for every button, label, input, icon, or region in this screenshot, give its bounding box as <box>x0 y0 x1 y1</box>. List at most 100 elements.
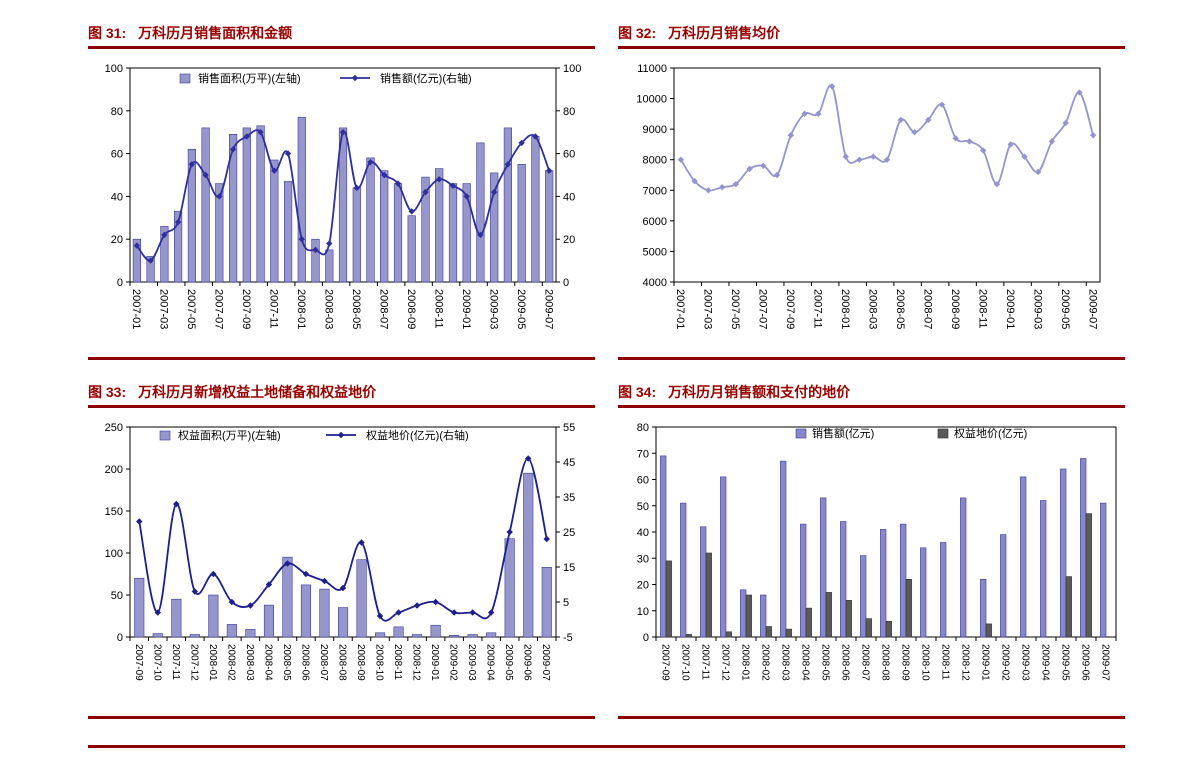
figure-33-bottom-rule <box>88 716 595 719</box>
svg-text:2008-09: 2008-09 <box>405 289 417 329</box>
svg-text:2008-10: 2008-10 <box>374 644 385 681</box>
svg-text:70: 70 <box>637 448 649 460</box>
svg-text:2008-09: 2008-09 <box>355 644 366 681</box>
svg-text:60: 60 <box>111 149 123 161</box>
svg-text:5000: 5000 <box>643 246 667 258</box>
figure-31-heading: 万科历月销售面积和金额 <box>138 25 293 41</box>
svg-text:50: 50 <box>111 590 123 602</box>
svg-text:2008-01: 2008-01 <box>740 644 751 681</box>
svg-text:2008-02: 2008-02 <box>760 644 771 681</box>
figure-32-chart: 4000 5000 6000 7000 8000 9000 10000 11000 2007-0… <box>618 54 1125 354</box>
svg-text:2008-12: 2008-12 <box>960 644 971 681</box>
svg-text:4000: 4000 <box>643 277 667 289</box>
svg-text:2007-10: 2007-10 <box>680 644 691 681</box>
figure-31-panel: 图 31: 万科历月销售面积和金额 0 20 40 60 80 100 0 20 40 60 80 10… <box>88 24 595 360</box>
svg-text:2009-03: 2009-03 <box>1031 289 1043 329</box>
svg-text:2007-03: 2007-03 <box>702 289 714 329</box>
fig33-svg: 0 50 100 150 200 250 -5 5 15 25 35 45 55 2007-09 2007-… <box>105 422 576 681</box>
svg-text:2007-09: 2007-09 <box>660 644 671 681</box>
svg-text:100: 100 <box>563 63 581 75</box>
svg-text:2008-02: 2008-02 <box>225 644 236 681</box>
svg-text:2008-08: 2008-08 <box>880 644 891 681</box>
svg-text:10: 10 <box>637 606 649 618</box>
svg-text:11000: 11000 <box>637 63 667 75</box>
svg-text:2007-01: 2007-01 <box>130 289 142 329</box>
figure-31-label: 图 31: <box>88 25 127 41</box>
figure-34-title: 图 34: 万科历月销售额和支付的地价 <box>618 383 1125 402</box>
svg-text:2009-04: 2009-04 <box>485 644 496 681</box>
svg-text:2009-04: 2009-04 <box>1040 644 1051 681</box>
svg-text:-5: -5 <box>563 632 573 644</box>
svg-text:2009-07: 2009-07 <box>542 289 554 329</box>
svg-text:2009-05: 2009-05 <box>1060 644 1071 681</box>
svg-text:2009-02: 2009-02 <box>1000 644 1011 681</box>
figure-31-title: 图 31: 万科历月销售面积和金额 <box>88 24 595 43</box>
page-footer-rule <box>88 745 1125 748</box>
svg-text:2007-12: 2007-12 <box>188 644 199 681</box>
svg-text:2007-01: 2007-01 <box>674 289 686 329</box>
figure-32-label: 图 32: <box>618 25 657 41</box>
svg-text:20: 20 <box>637 580 649 592</box>
svg-text:2008-03: 2008-03 <box>866 289 878 329</box>
svg-text:0: 0 <box>563 277 569 289</box>
svg-text:2007-03: 2007-03 <box>158 289 170 329</box>
svg-text:2008-11: 2008-11 <box>940 644 951 680</box>
figure-34-panel: 图 34: 万科历月销售额和支付的地价 0 10 20 30 40 50 60 70 80 2007… <box>618 383 1125 719</box>
svg-text:2008-05: 2008-05 <box>894 289 906 329</box>
svg-text:250: 250 <box>105 422 123 434</box>
fig32-svg: 4000 5000 6000 7000 8000 9000 10000 11000 2007-0… <box>636 63 1101 329</box>
svg-text:2009-05: 2009-05 <box>515 289 527 329</box>
svg-text:2008-05: 2008-05 <box>281 644 292 681</box>
svg-text:2009-01: 2009-01 <box>460 289 472 329</box>
svg-text:40: 40 <box>563 191 575 203</box>
figure-34-heading: 万科历月销售额和支付的地价 <box>668 384 851 400</box>
svg-text:2008-05: 2008-05 <box>350 289 362 329</box>
svg-text:2007-09: 2007-09 <box>784 289 796 329</box>
svg-text:2009-01: 2009-01 <box>980 644 991 681</box>
svg-text:2009-01: 2009-01 <box>429 644 440 681</box>
svg-text:2009-07: 2009-07 <box>1100 644 1111 681</box>
svg-text:2009-05: 2009-05 <box>503 644 514 681</box>
svg-text:9000: 9000 <box>643 124 667 136</box>
figure-33-title: 图 33: 万科历月新增权益土地储备和权益地价 <box>88 383 595 402</box>
figure-31-bottom-rule <box>88 357 595 360</box>
svg-text:2007-07: 2007-07 <box>212 289 224 329</box>
svg-text:2009-02: 2009-02 <box>448 644 459 681</box>
svg-text:2009-01: 2009-01 <box>1004 289 1016 329</box>
svg-text:200: 200 <box>105 464 123 476</box>
svg-text:2009-06: 2009-06 <box>1080 644 1091 681</box>
svg-text:2008-07: 2008-07 <box>860 644 871 681</box>
svg-text:2009-06: 2009-06 <box>522 644 533 681</box>
svg-text:销售额(亿元)(右轴): 销售额(亿元)(右轴) <box>380 71 472 85</box>
svg-text:2009-07: 2009-07 <box>1086 289 1098 329</box>
figure-33-label: 图 33: <box>88 384 127 400</box>
figure-32-bottom-rule <box>618 357 1125 360</box>
svg-text:0: 0 <box>117 632 123 644</box>
svg-text:2008-12: 2008-12 <box>411 644 422 681</box>
figure-34-bottom-rule <box>618 716 1125 719</box>
svg-text:35: 35 <box>563 492 575 504</box>
svg-text:50: 50 <box>637 501 649 513</box>
svg-text:2009-05: 2009-05 <box>1059 289 1071 329</box>
svg-text:150: 150 <box>105 506 123 518</box>
figure-33-panel: 图 33: 万科历月新增权益土地储备和权益地价 0 50 100 150 200 250 -5… <box>88 383 595 719</box>
svg-text:8000: 8000 <box>643 155 667 167</box>
fig31-svg: 0 20 40 60 80 100 0 20 40 60 80 100 2007-01 2007-03 20… <box>105 63 582 329</box>
svg-text:10000: 10000 <box>636 94 667 106</box>
figure-31-chart: 0 20 40 60 80 100 0 20 40 60 80 100 2007-01 2007-03 20… <box>88 54 595 354</box>
svg-text:2008-07: 2008-07 <box>318 644 329 681</box>
svg-text:销售额(亿元): 销售额(亿元) <box>812 426 874 440</box>
figure-32-title: 图 32: 万科历月销售均价 <box>618 24 1125 43</box>
svg-text:2008-01: 2008-01 <box>207 644 218 681</box>
svg-text:权益面积(万平)(左轴): 权益面积(万平)(左轴) <box>178 428 281 442</box>
figure-32-title-rule <box>618 46 1125 49</box>
svg-text:60: 60 <box>637 475 649 487</box>
svg-text:2007-11: 2007-11 <box>700 644 711 680</box>
svg-text:80: 80 <box>563 106 575 118</box>
svg-text:2007-11: 2007-11 <box>811 289 823 329</box>
svg-text:2008-04: 2008-04 <box>800 644 811 681</box>
svg-text:2007-11: 2007-11 <box>267 289 279 329</box>
svg-text:2008-07: 2008-07 <box>377 289 389 329</box>
svg-text:30: 30 <box>637 553 649 565</box>
